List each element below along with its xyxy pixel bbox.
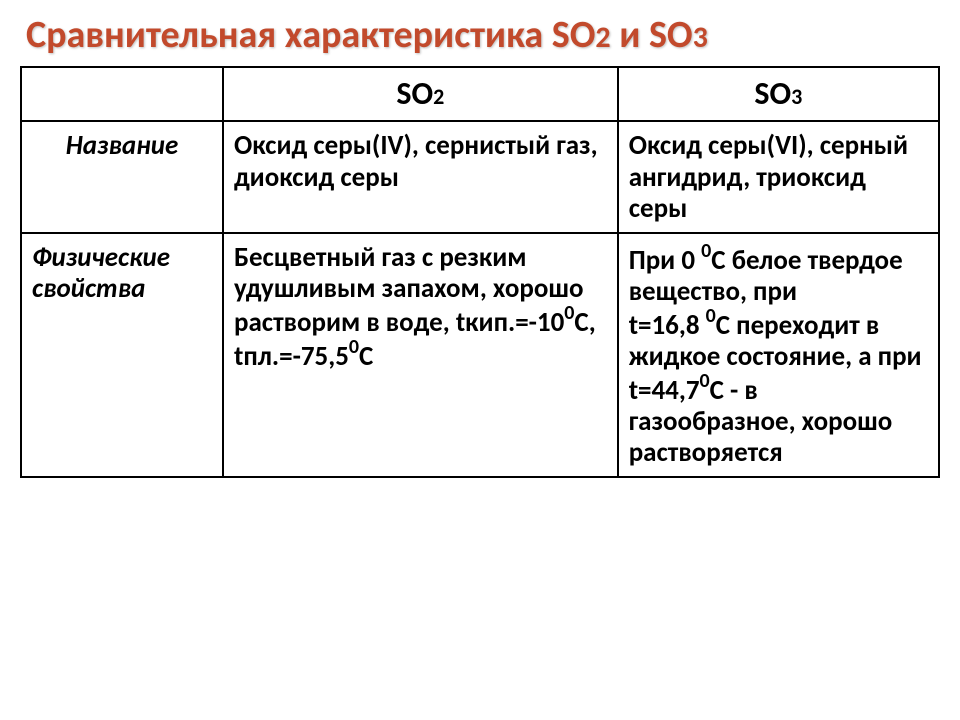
header-so3-main: SO xyxy=(754,74,791,113)
header-so2: SO2 xyxy=(223,67,618,122)
row-phys-label: Физические свойства xyxy=(21,233,223,477)
table-row: Физические свойства Бесцветный газ с рез… xyxy=(21,233,939,477)
header-so3: SO3 xyxy=(618,67,939,122)
degree-icon: 0 xyxy=(706,304,716,328)
phys-so3-p1: При 0 xyxy=(629,244,701,277)
degree-icon: 0 xyxy=(349,335,359,359)
title-sub-1: 2 xyxy=(595,19,610,56)
title-text-1: Сравнительная характеристика SO xyxy=(26,12,595,58)
phys-so2-p1: Бесцветный газ с резким удушливым запахо… xyxy=(234,241,584,339)
slide-title: Сравнительная характеристика SO2 и SO3 xyxy=(20,14,940,58)
header-so3-sub: 3 xyxy=(791,83,802,110)
table-header-row: SO2 SO3 xyxy=(21,67,939,122)
degree-icon: 0 xyxy=(564,301,574,325)
row-name-so3: Оксид серы(VI), серный ангидрид, триокси… xyxy=(618,121,939,232)
row-phys-so3: При 0 0С белое твердое вещество, при t=1… xyxy=(618,233,939,477)
degree-icon: 0 xyxy=(701,239,711,263)
table-row: Название Оксид серы(IV), сернистый газ, … xyxy=(21,121,939,232)
phys-so2-p3: С xyxy=(359,340,373,373)
row-name-label: Название xyxy=(21,121,223,232)
phys-so3-p3: t=16,8 xyxy=(629,309,706,342)
title-sub-2: 3 xyxy=(693,19,708,56)
slide-container: Сравнительная характеристика SO2 и SO3 S… xyxy=(0,0,960,720)
degree-icon: 0 xyxy=(700,369,710,393)
row-name-so2: Оксид серы(IV), сернистый газ, диоксид с… xyxy=(223,121,618,232)
header-so2-main: SO xyxy=(396,74,433,113)
header-blank xyxy=(21,67,223,122)
header-so2-sub: 2 xyxy=(433,83,444,110)
row-phys-so2: Бесцветный газ с резким удушливым запахо… xyxy=(223,233,618,477)
comparison-table: SO2 SO3 Название Оксид серы(IV), сернист… xyxy=(20,66,940,478)
title-text-2: и SO xyxy=(611,12,693,58)
